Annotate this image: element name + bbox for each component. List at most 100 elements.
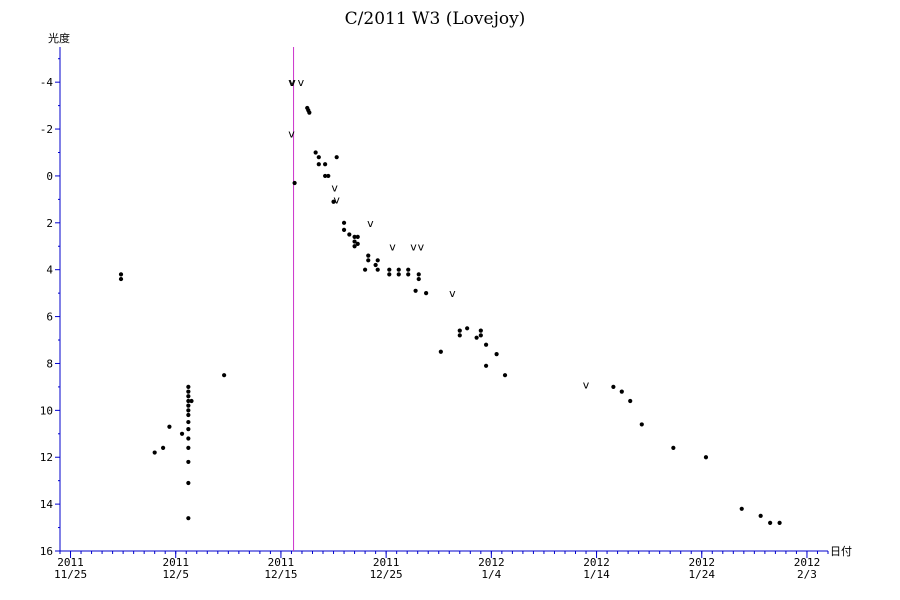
data-point	[355, 234, 360, 239]
data-point	[118, 272, 124, 277]
data-point	[186, 459, 191, 465]
data-point	[465, 326, 470, 331]
data-point	[352, 239, 357, 244]
data-point	[334, 155, 339, 160]
data-point	[186, 403, 191, 408]
data-point	[222, 373, 227, 378]
data-point	[186, 480, 191, 486]
data-point	[396, 272, 401, 277]
data-point	[373, 262, 378, 268]
y-tick-label: 8	[46, 357, 53, 370]
data-point	[362, 267, 368, 272]
data-point	[118, 276, 124, 282]
x-tick-label-year: 2012	[794, 556, 821, 569]
data-point	[186, 436, 191, 441]
upper-limit-point: v	[410, 240, 417, 253]
upper-limit-point: v	[449, 287, 456, 300]
data-point	[331, 199, 336, 204]
y-tick-label: 6	[46, 311, 53, 324]
y-tick-label: -2	[40, 123, 53, 136]
data-point	[186, 384, 191, 390]
x-tick-label-year: 2012	[689, 556, 716, 569]
x-tick-label-year: 2011	[57, 556, 84, 569]
data-point	[323, 173, 328, 179]
x-tick-label-year: 2012	[583, 556, 610, 569]
x-tick-label-year: 2011	[268, 556, 295, 569]
data-point	[316, 155, 321, 160]
data-point	[152, 450, 157, 455]
upper-limit-point: v	[288, 76, 295, 89]
data-point	[406, 272, 411, 277]
upper-limit-point: v	[333, 193, 340, 206]
data-point	[352, 234, 357, 239]
data-point	[424, 291, 429, 296]
x-tick-label-year: 2012	[478, 556, 505, 569]
data-point	[478, 328, 483, 333]
x-tick-label-year: 2011	[373, 556, 400, 569]
y-tick-label: 10	[40, 404, 53, 417]
data-point	[387, 272, 392, 277]
y-tick-label: -4	[40, 76, 54, 89]
data-point	[186, 445, 191, 450]
data-point	[186, 394, 191, 399]
data-point	[628, 398, 633, 404]
y-tick-label: 12	[40, 451, 53, 464]
y-tick-label: 4	[46, 264, 53, 277]
y-tick-label: 16	[40, 545, 53, 558]
upper-limit-point: v	[289, 76, 296, 89]
data-point	[186, 408, 191, 413]
y-axis-label: 光度	[48, 31, 70, 45]
upper-limit-point: v	[389, 240, 396, 253]
data-point	[739, 506, 744, 511]
data-point	[316, 162, 321, 167]
data-point	[416, 272, 421, 277]
x-axis-label: 日付	[830, 545, 852, 558]
data-point	[341, 227, 347, 232]
data-point	[167, 424, 172, 429]
data-point	[474, 335, 479, 340]
data-point	[478, 333, 483, 338]
x-tick-label-year: 2011	[162, 556, 189, 569]
data-point	[292, 180, 297, 186]
chart-title: C/2011 W3 (Lovejoy)	[345, 9, 526, 29]
data-point	[416, 276, 421, 282]
data-point	[326, 173, 331, 179]
x-tick-label-date: 12/25	[370, 568, 403, 581]
x-tick-label-date: 12/15	[264, 568, 297, 581]
data-point	[457, 333, 462, 338]
data-point	[406, 267, 411, 272]
upper-limit-point: v	[583, 379, 590, 392]
data-point	[186, 389, 191, 394]
data-point	[179, 431, 185, 436]
data-point	[366, 258, 371, 263]
data-point	[186, 427, 191, 432]
upper-limit-point: v	[331, 182, 338, 195]
x-tick-label-date: 12/5	[162, 568, 189, 581]
data-point	[341, 220, 347, 225]
axes: -4-20246810121416201111/25201112/5201112…	[40, 47, 829, 581]
data-point	[413, 288, 418, 293]
upper-limit-point: v	[288, 128, 295, 141]
data-point	[347, 232, 352, 237]
data-point	[494, 351, 499, 357]
data-point	[396, 267, 401, 272]
data-point	[768, 520, 773, 525]
upper-limit-point: v	[298, 76, 305, 89]
data-point	[457, 328, 462, 333]
data-point	[186, 398, 191, 404]
data-point	[366, 253, 371, 258]
data-point	[619, 389, 624, 394]
data-point	[639, 422, 644, 427]
upper-limit-point: v	[418, 240, 425, 253]
data-point	[758, 513, 763, 518]
x-tick-label-date: 1/24	[689, 568, 716, 581]
data-point	[355, 241, 360, 247]
data-point	[161, 445, 166, 450]
data-point	[703, 455, 709, 460]
data-point	[186, 419, 191, 425]
data-point	[483, 363, 489, 368]
x-tick-label-date: 11/25	[54, 568, 87, 581]
data-point	[186, 516, 191, 521]
